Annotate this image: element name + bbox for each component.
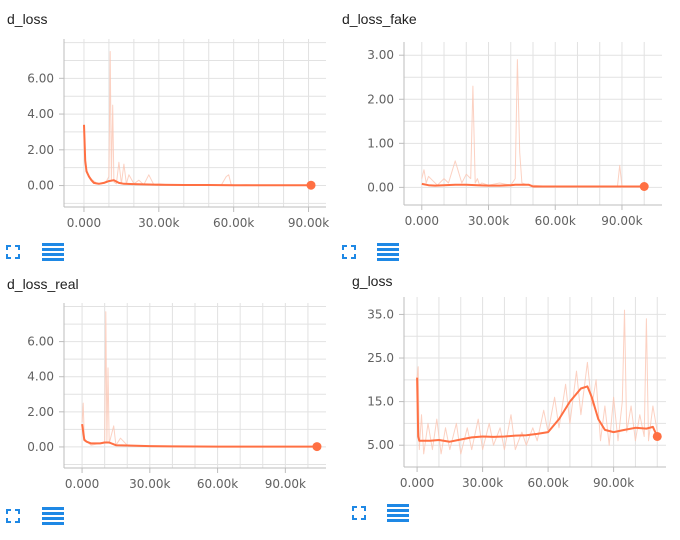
y-tick-label: 15.0 <box>367 395 394 409</box>
chart-card-d-loss-fake: d_loss_fake 0.00 1.00 2.00 3.00 0.000 30.00k 6… <box>340 0 680 270</box>
series-endpoint-marker <box>312 442 322 452</box>
series-raw-line <box>416 309 658 455</box>
chart-card-d-loss-real: d_loss_real 0.00 2.00 4.00 6.00 0.000 30.00k 6… <box>0 270 340 540</box>
fit-to-data-button[interactable] <box>6 245 20 264</box>
series-smoothed-line <box>421 182 645 188</box>
chart-title: d_loss <box>7 11 48 27</box>
chart-card-g-loss: g_loss 5.00 15.0 25.0 35.0 0.000 30.00k 60.00k… <box>340 270 680 540</box>
data-table-icon <box>387 504 409 522</box>
data-table-icon <box>377 243 399 261</box>
plot-area[interactable]: 5.00 15.0 25.0 35.0 0.000 30.00k 60.00k 90.00k <box>340 270 680 510</box>
series-smoothed-line <box>81 423 317 448</box>
fit-to-data-button[interactable] <box>6 509 20 528</box>
x-tick-label: 0.000 <box>65 477 99 491</box>
chart-title: g_loss <box>352 273 393 289</box>
plot-area[interactable]: 0.00 2.00 4.00 6.00 0.000 30.00k 60.00k 90.00k <box>0 0 340 240</box>
y-tick-label: 2.00 <box>367 92 394 106</box>
series-smoothed-line <box>83 124 311 187</box>
series-endpoint-marker <box>652 431 662 441</box>
chart-title: d_loss_real <box>7 276 79 292</box>
fit-to-data-icon <box>352 506 366 520</box>
series-endpoint-marker <box>639 181 649 191</box>
y-tick-label: 0.00 <box>27 179 54 193</box>
data-table-button[interactable] <box>377 242 399 267</box>
y-tick-label: 4.00 <box>27 107 54 121</box>
data-table-button[interactable] <box>42 506 64 531</box>
chart-card-d-loss: d_loss 0.00 2.00 4.00 6.00 0.000 30.00k 60.00k… <box>0 0 340 270</box>
y-tick-label: 6.00 <box>27 335 54 349</box>
x-tick-label: 0.000 <box>400 476 434 490</box>
y-tick-label: 35.0 <box>367 307 394 321</box>
fit-to-data-icon <box>6 509 20 523</box>
x-tick-label: 30.00k <box>129 477 170 491</box>
y-tick-label: 6.00 <box>27 71 54 85</box>
x-tick-label: 30.00k <box>462 476 503 490</box>
series-smoothed-line <box>416 377 659 443</box>
series-endpoint-marker <box>306 180 316 190</box>
data-table-button[interactable] <box>42 242 64 267</box>
x-tick-label: 60.00k <box>213 216 254 230</box>
x-tick-label: 90.00k <box>288 216 329 230</box>
y-tick-label: 3.00 <box>367 48 394 62</box>
data-table-icon <box>42 243 64 261</box>
x-tick-label: 30.00k <box>138 216 179 230</box>
series-raw-line <box>81 311 317 448</box>
x-tick-label: 90.00k <box>601 214 642 228</box>
x-tick-label: 0.000 <box>405 214 439 228</box>
y-tick-label: 2.00 <box>27 405 54 419</box>
x-tick-label: 60.00k <box>535 214 576 228</box>
series-raw-line <box>83 51 311 186</box>
fit-to-data-button[interactable] <box>352 506 366 525</box>
plot-area[interactable]: 0.00 2.00 4.00 6.00 0.000 30.00k 60.00k 90.00k <box>0 270 340 510</box>
x-tick-label: 90.00k <box>593 476 634 490</box>
fit-to-data-button[interactable] <box>342 245 356 264</box>
x-tick-label: 60.00k <box>527 476 568 490</box>
y-tick-label: 0.00 <box>367 180 394 194</box>
data-table-button[interactable] <box>387 503 409 528</box>
x-tick-label: 90.00k <box>265 477 306 491</box>
y-tick-label: 5.00 <box>367 438 394 452</box>
data-table-icon <box>42 507 64 525</box>
x-tick-label: 60.00k <box>197 477 238 491</box>
y-tick-label: 2.00 <box>27 143 54 157</box>
x-tick-label: 0.000 <box>67 216 101 230</box>
y-tick-label: 25.0 <box>367 351 394 365</box>
y-tick-label: 0.00 <box>27 440 54 454</box>
fit-to-data-icon <box>6 245 20 259</box>
y-tick-label: 1.00 <box>367 136 394 150</box>
x-tick-label: 30.00k <box>468 214 509 228</box>
fit-to-data-icon <box>342 245 356 259</box>
y-tick-label: 4.00 <box>27 370 54 384</box>
chart-title: d_loss_fake <box>342 11 417 27</box>
plot-area[interactable]: 0.00 1.00 2.00 3.00 0.000 30.00k 60.00k 90.00k <box>340 0 680 240</box>
